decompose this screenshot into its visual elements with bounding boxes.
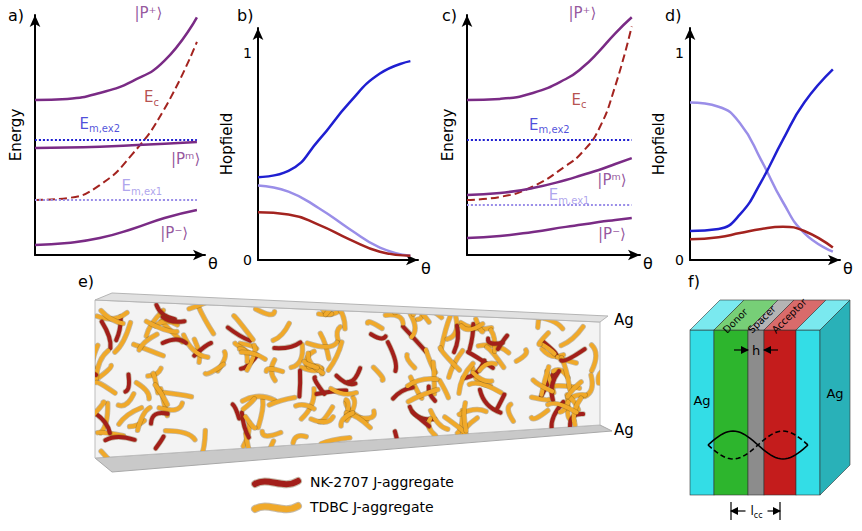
svg-text:TDBC J-aggregate: TDBC J-aggregate — [309, 499, 434, 515]
svg-text:m,ex1: m,ex1 — [131, 186, 162, 197]
svg-text:Ag: Ag — [826, 386, 843, 401]
svg-text:|P⁻⟩: |P⁻⟩ — [160, 224, 188, 242]
svg-text:e): e) — [78, 272, 94, 291]
svg-text:Ag: Ag — [614, 421, 634, 439]
svg-text:E: E — [529, 116, 538, 134]
svg-text:f): f) — [688, 272, 700, 291]
svg-text:b): b) — [237, 6, 253, 25]
svg-text:h: h — [752, 343, 760, 358]
svg-text:c): c) — [442, 6, 457, 25]
svg-text:c: c — [581, 99, 587, 110]
svg-text:θ: θ — [843, 259, 853, 278]
svg-text:Energy: Energy — [439, 109, 457, 162]
svg-text:1: 1 — [675, 45, 684, 61]
svg-text:m,ex1: m,ex1 — [558, 195, 589, 206]
svg-text:1: 1 — [243, 45, 252, 61]
svg-text:Ag: Ag — [693, 393, 710, 408]
svg-text:a): a) — [8, 6, 24, 25]
svg-text:m,ex2: m,ex2 — [539, 124, 570, 135]
svg-text:Hopfield: Hopfield — [218, 113, 236, 175]
svg-text:|P⁺⟩: |P⁺⟩ — [568, 4, 596, 22]
svg-text:|P⁺⟩: |P⁺⟩ — [134, 4, 162, 22]
svg-text:E: E — [144, 88, 153, 106]
svg-text:c: c — [154, 97, 160, 108]
svg-text:θ: θ — [643, 254, 653, 273]
svg-text:|Pᵐ⟩: |Pᵐ⟩ — [597, 171, 626, 189]
svg-text:Energy: Energy — [7, 109, 25, 162]
svg-text:|Pᵐ⟩: |Pᵐ⟩ — [171, 150, 200, 168]
svg-text:θ: θ — [208, 254, 218, 273]
svg-text:0: 0 — [675, 252, 684, 268]
svg-text:|P⁻⟩: |P⁻⟩ — [598, 225, 626, 243]
svg-text:θ: θ — [421, 259, 431, 278]
svg-text:E: E — [549, 186, 558, 204]
svg-text:Hopfield: Hopfield — [650, 113, 668, 175]
svg-text:m,ex2: m,ex2 — [89, 123, 120, 134]
svg-text:E: E — [79, 115, 88, 133]
svg-text:NK-2707 J-aggregate: NK-2707 J-aggregate — [310, 474, 454, 490]
svg-text:E: E — [572, 91, 581, 109]
svg-text:lcc: lcc — [751, 504, 763, 520]
svg-text:Spacer: Spacer — [746, 303, 779, 336]
svg-text:d): d) — [665, 6, 681, 25]
svg-text:Acceptor: Acceptor — [770, 296, 810, 336]
svg-text:Donor: Donor — [721, 306, 751, 336]
svg-text:E: E — [122, 177, 131, 195]
svg-text:Ag: Ag — [614, 311, 634, 329]
svg-text:0: 0 — [243, 252, 252, 268]
